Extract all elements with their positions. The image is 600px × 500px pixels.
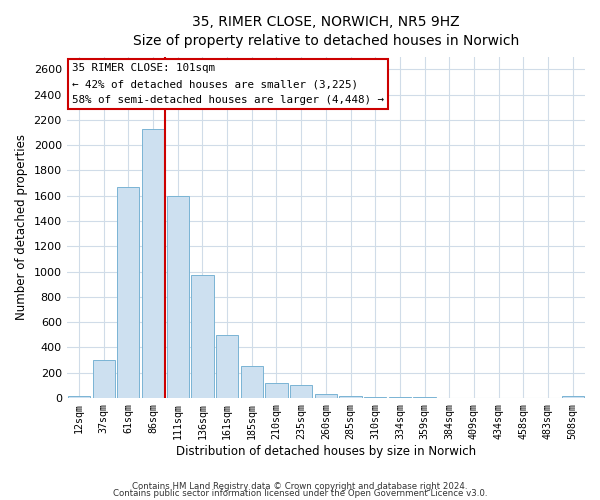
- Bar: [117, 187, 139, 398]
- Y-axis label: Number of detached properties: Number of detached properties: [15, 134, 28, 320]
- Bar: [216, 335, 238, 398]
- Text: 35 RIMER CLOSE: 101sqm
← 42% of detached houses are smaller (3,225)
58% of semi-: 35 RIMER CLOSE: 101sqm ← 42% of detached…: [72, 64, 384, 104]
- Bar: [265, 383, 287, 398]
- Bar: [68, 396, 90, 398]
- Bar: [191, 276, 214, 398]
- Bar: [92, 360, 115, 398]
- Text: Contains HM Land Registry data © Crown copyright and database right 2024.: Contains HM Land Registry data © Crown c…: [132, 482, 468, 491]
- Bar: [142, 128, 164, 398]
- X-axis label: Distribution of detached houses by size in Norwich: Distribution of detached houses by size …: [176, 444, 476, 458]
- Bar: [290, 386, 312, 398]
- Text: Contains public sector information licensed under the Open Government Licence v3: Contains public sector information licen…: [113, 490, 487, 498]
- Bar: [340, 396, 362, 398]
- Title: 35, RIMER CLOSE, NORWICH, NR5 9HZ
Size of property relative to detached houses i: 35, RIMER CLOSE, NORWICH, NR5 9HZ Size o…: [133, 15, 519, 48]
- Bar: [562, 396, 584, 398]
- Bar: [241, 366, 263, 398]
- Bar: [315, 394, 337, 398]
- Bar: [167, 196, 189, 398]
